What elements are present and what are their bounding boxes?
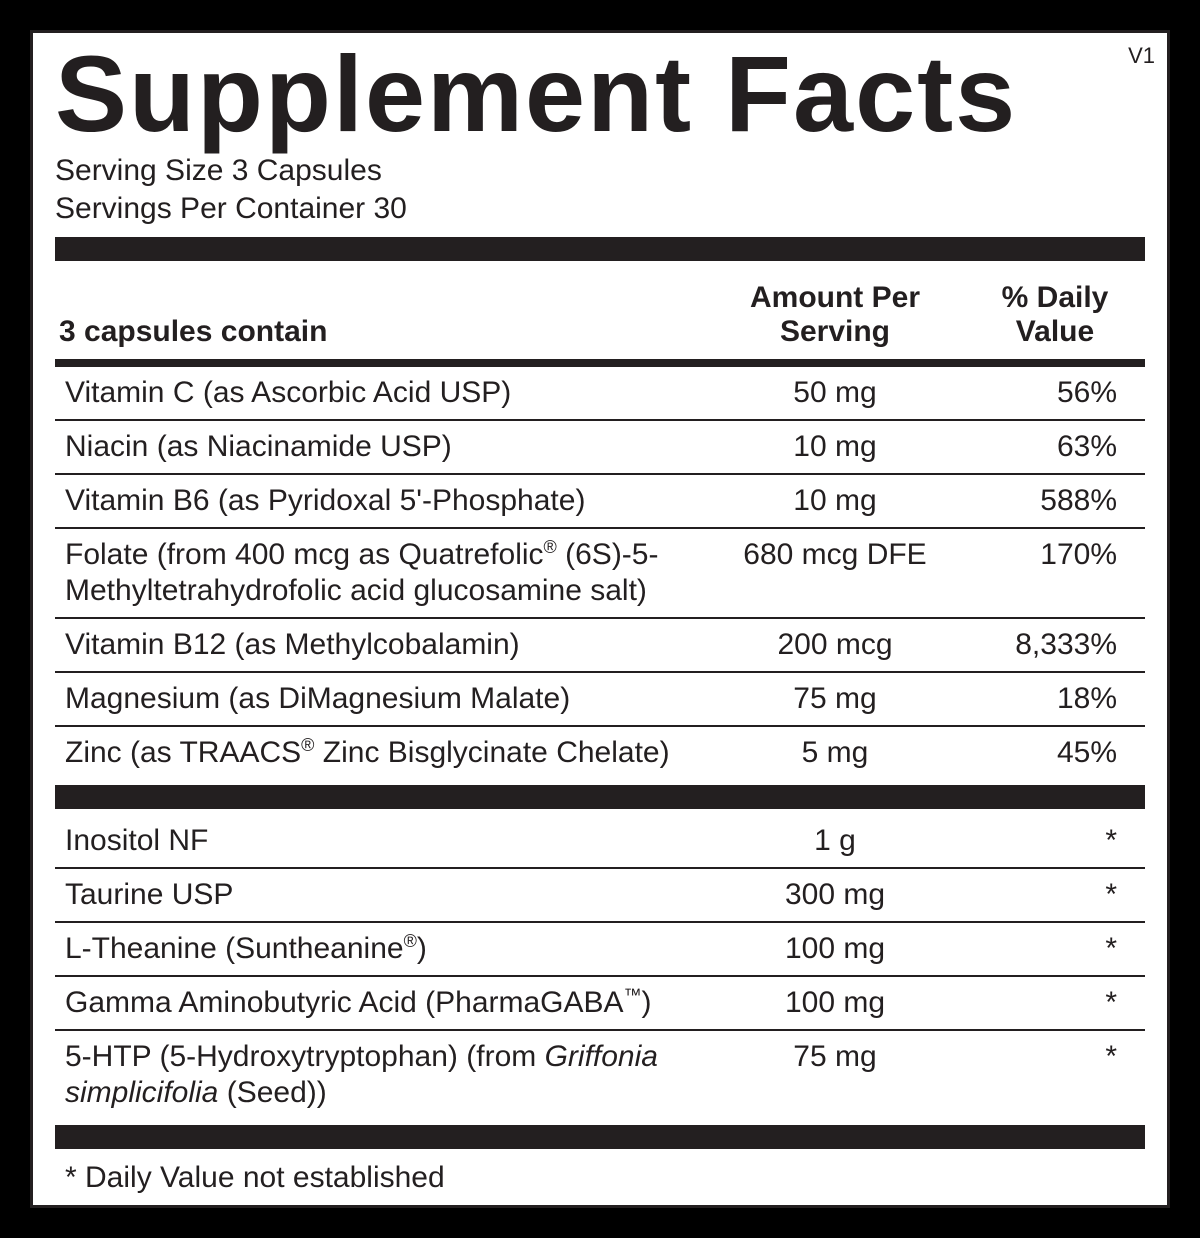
ingredient-name: Taurine USP bbox=[55, 868, 705, 922]
amount-per-serving: 50 mg bbox=[705, 367, 965, 420]
divider-bar bbox=[55, 1125, 1145, 1149]
daily-value: * bbox=[965, 815, 1145, 868]
daily-value: 63% bbox=[965, 420, 1145, 474]
panel-title: Supplement Facts bbox=[55, 33, 1145, 150]
ingredient-name: Vitamin B6 (as Pyridoxal 5'-Phosphate) bbox=[55, 474, 705, 528]
amount-per-serving: 10 mg bbox=[705, 420, 965, 474]
divider-bar bbox=[55, 785, 1145, 809]
servings-per-container: Servings Per Container 30 bbox=[55, 190, 1145, 228]
ingredient-name: Vitamin C (as Ascorbic Acid USP) bbox=[55, 367, 705, 420]
serving-info: Serving Size 3 Capsules Servings Per Con… bbox=[55, 152, 1145, 227]
ingredient-name: 5-HTP (5-Hydroxytryptophan) (from Griffo… bbox=[55, 1030, 705, 1119]
col-header-name: 3 capsules contain bbox=[55, 275, 705, 363]
table-row: Vitamin B12 (as Methylcobalamin)200 mcg8… bbox=[55, 618, 1145, 672]
table-row: Folate (from 400 mcg as Quatrefolic® (6S… bbox=[55, 528, 1145, 618]
ingredient-name: Zinc (as TRAACS® Zinc Bisglycinate Chela… bbox=[55, 726, 705, 779]
footnote: * Daily Value not established bbox=[55, 1155, 1145, 1195]
amount-per-serving: 1 g bbox=[705, 815, 965, 868]
amount-per-serving: 200 mcg bbox=[705, 618, 965, 672]
amount-per-serving: 100 mg bbox=[705, 922, 965, 976]
daily-value: 8,333% bbox=[965, 618, 1145, 672]
daily-value: * bbox=[965, 976, 1145, 1030]
amount-per-serving: 680 mcg DFE bbox=[705, 528, 965, 618]
table-row: Niacin (as Niacinamide USP)10 mg63% bbox=[55, 420, 1145, 474]
table-row: Zinc (as TRAACS® Zinc Bisglycinate Chela… bbox=[55, 726, 1145, 779]
ingredient-name: Vitamin B12 (as Methylcobalamin) bbox=[55, 618, 705, 672]
daily-value: 170% bbox=[965, 528, 1145, 618]
table-row: Vitamin B6 (as Pyridoxal 5'-Phosphate)10… bbox=[55, 474, 1145, 528]
facts-table: 3 capsules contain Amount Per Serving % … bbox=[55, 275, 1145, 1155]
ingredient-name: Inositol NF bbox=[55, 815, 705, 868]
amount-per-serving: 75 mg bbox=[705, 672, 965, 726]
amount-per-serving: 75 mg bbox=[705, 1030, 965, 1119]
table-row: 5-HTP (5-Hydroxytryptophan) (from Griffo… bbox=[55, 1030, 1145, 1119]
table-row: Magnesium (as DiMagnesium Malate)75 mg18… bbox=[55, 672, 1145, 726]
table-row: Taurine USP300 mg* bbox=[55, 868, 1145, 922]
table-row: Inositol NF1 g* bbox=[55, 815, 1145, 868]
ingredient-name: Niacin (as Niacinamide USP) bbox=[55, 420, 705, 474]
daily-value: 588% bbox=[965, 474, 1145, 528]
version-tag: V1 bbox=[1128, 43, 1155, 69]
amount-per-serving: 10 mg bbox=[705, 474, 965, 528]
ingredient-name: Folate (from 400 mcg as Quatrefolic® (6S… bbox=[55, 528, 705, 618]
table-header-row: 3 capsules contain Amount Per Serving % … bbox=[55, 275, 1145, 363]
ingredient-name: Gamma Aminobutyric Acid (PharmaGABA™) bbox=[55, 976, 705, 1030]
page: V1 Supplement Facts Serving Size 3 Capsu… bbox=[0, 0, 1200, 1238]
divider-bar bbox=[55, 237, 1145, 261]
serving-size: Serving Size 3 Capsules bbox=[55, 152, 1145, 190]
amount-per-serving: 100 mg bbox=[705, 976, 965, 1030]
facts-table-body: Vitamin C (as Ascorbic Acid USP)50 mg56%… bbox=[55, 367, 1145, 1155]
daily-value: 45% bbox=[965, 726, 1145, 779]
daily-value: * bbox=[965, 868, 1145, 922]
daily-value: * bbox=[965, 1030, 1145, 1119]
ingredient-name: L-Theanine (Suntheanine®) bbox=[55, 922, 705, 976]
col-header-dv: % Daily Value bbox=[965, 275, 1145, 363]
supplement-facts-panel: V1 Supplement Facts Serving Size 3 Capsu… bbox=[30, 30, 1170, 1208]
daily-value: * bbox=[965, 922, 1145, 976]
table-row: Vitamin C (as Ascorbic Acid USP)50 mg56% bbox=[55, 367, 1145, 420]
table-row: L-Theanine (Suntheanine®)100 mg* bbox=[55, 922, 1145, 976]
table-row: Gamma Aminobutyric Acid (PharmaGABA™)100… bbox=[55, 976, 1145, 1030]
daily-value: 56% bbox=[965, 367, 1145, 420]
daily-value: 18% bbox=[965, 672, 1145, 726]
amount-per-serving: 300 mg bbox=[705, 868, 965, 922]
col-header-amount: Amount Per Serving bbox=[705, 275, 965, 363]
amount-per-serving: 5 mg bbox=[705, 726, 965, 779]
ingredient-name: Magnesium (as DiMagnesium Malate) bbox=[55, 672, 705, 726]
